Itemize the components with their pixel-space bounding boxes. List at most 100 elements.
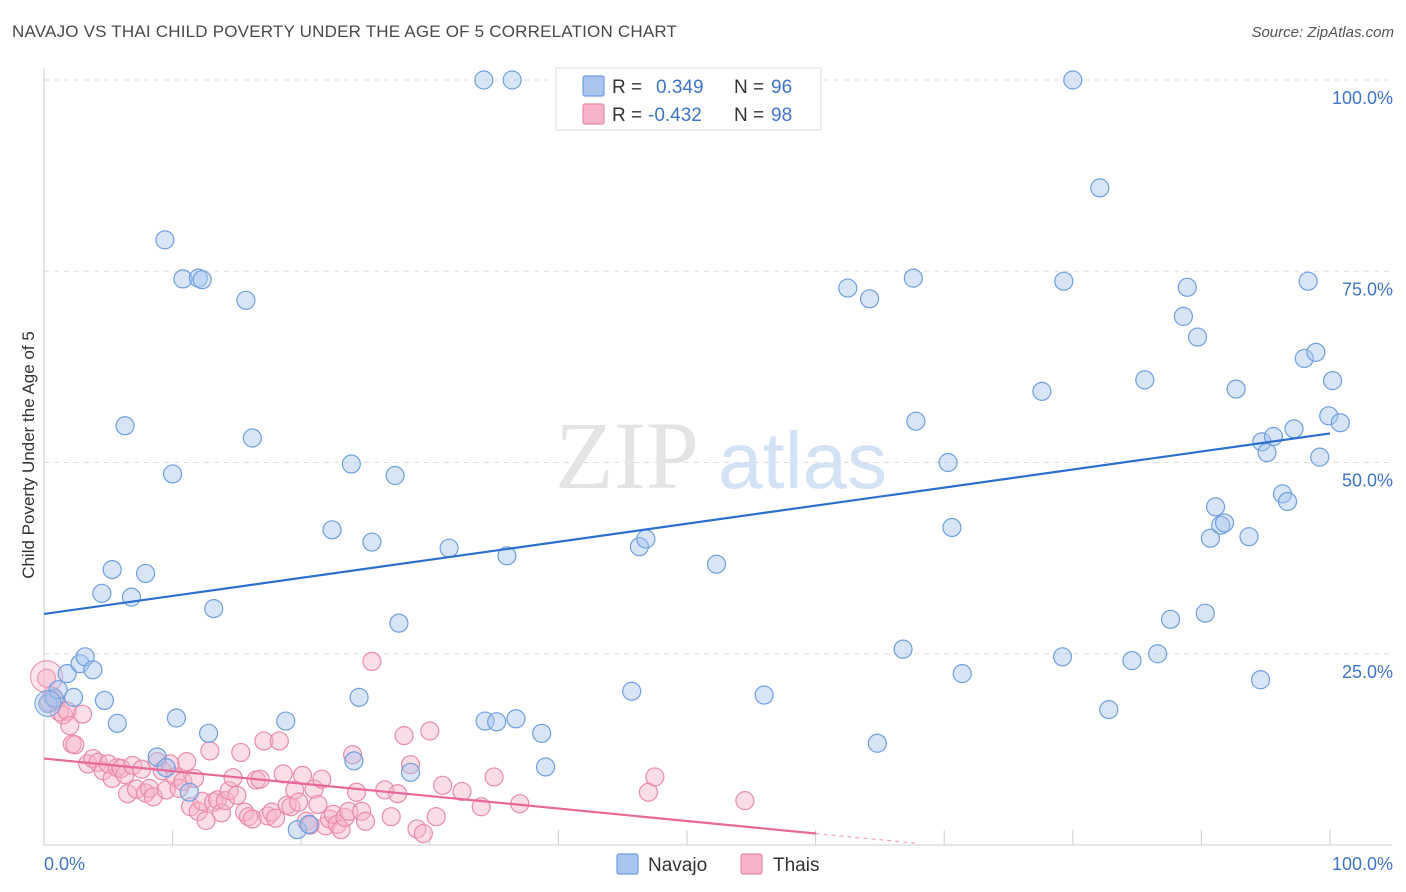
thais-point [60,716,80,736]
thais-point [254,731,274,751]
bottom-thais-swatch [740,853,763,875]
thais-point [413,823,433,844]
navajo-point [1294,348,1314,369]
thais-swatch [582,103,605,125]
bottom-legend-thais: Thais [773,855,819,876]
thais-point [215,791,235,811]
navajo-point [242,428,262,448]
navajo-point [1257,442,1277,463]
navajo-point [34,689,62,717]
navajo-point [1122,651,1142,671]
navajo-point [1090,178,1110,198]
navajo-point [236,290,256,310]
thais-point [645,767,665,787]
series-legend: Navajo Thais [616,853,819,876]
navajo-point [400,762,421,782]
navajo-point [629,537,650,557]
navajo-point [276,711,296,731]
thais-point [420,721,440,741]
navajo-point [287,820,307,840]
thais-point [196,810,216,831]
thais-point [289,792,309,812]
thais-points [30,651,755,844]
thais-trend-line [43,757,816,835]
navajo-point [83,660,103,680]
navajo-point [487,712,507,732]
legend-thais-n-value: 98 [771,105,792,126]
navajo-point [1148,644,1168,664]
legend-navajo-r-label: R = [612,77,642,98]
thais-point [452,781,472,802]
thais-point [312,769,332,789]
navajo-point [1052,647,1073,667]
navajo-point [1319,406,1339,426]
watermark-zip: ZIP [555,402,699,509]
x-tick-label: 0.0% [44,854,85,874]
navajo-point [1099,699,1119,720]
navajo-point [1200,528,1221,548]
thais-point [394,726,414,746]
navajo-point [94,690,115,711]
thais-point [308,794,328,815]
navajo-point [385,465,405,486]
source-label: Source: ZipAtlas.com [1251,24,1394,41]
thais-point [65,735,85,755]
navajo-point [1195,603,1215,623]
navajo-point [938,452,958,473]
navajo-point [1135,370,1155,390]
navajo-point [163,464,183,484]
thais-point [211,803,232,823]
navajo-point [107,713,127,733]
navajo-point [1239,527,1259,547]
thais-point [433,775,453,795]
y-axis-label: Child Poverty Under the Age of 5 [19,331,38,579]
navajo-point [1250,670,1271,690]
legend-navajo-n-label: N = [734,77,764,98]
gridlines [44,79,1392,655]
navajo-point [63,687,84,707]
thais-point [352,801,372,821]
navajo-point [903,268,923,288]
legend-thais-r-label: R = [612,105,642,126]
navajo-point [322,520,342,540]
navajo-point [199,723,219,743]
legend-thais-r-value: -0.432 [648,105,702,126]
navajo-point [636,529,656,549]
navajo-point [1322,371,1343,391]
bottom-navajo-swatch [616,853,639,875]
navajo-point [1277,491,1298,512]
thais-point [362,651,382,672]
navajo-point [1173,306,1193,326]
thais-point [200,741,220,761]
thais-point [72,704,93,724]
navajo-point [156,758,176,778]
thais-trend-extension [815,832,919,845]
navajo-point [115,416,135,436]
watermark-atlas: atlas [718,416,887,505]
navajo-point [439,538,459,558]
navajo-point [942,517,962,538]
navajo-point [532,723,552,743]
navajo-point [1310,447,1330,467]
navajo-point [1187,327,1208,347]
navajo-point [389,613,409,633]
navajo-point [497,546,517,566]
navajo-point [155,230,175,250]
navajo-point [893,639,913,659]
navajo-point [1205,497,1226,517]
navajo-point [1330,413,1350,433]
navajo-point [344,751,364,771]
navajo-trend-line [43,432,1331,616]
navajo-point [38,693,58,714]
thais-point [258,806,278,826]
navajo-point [349,687,369,707]
thais-point [231,742,251,763]
navajo-point [135,563,156,584]
navajo-point [502,70,522,90]
thais-point [300,815,320,835]
navajo-point [341,454,361,474]
navajo-point [192,270,212,290]
navajo-point [1032,381,1052,401]
navajo-point [622,681,642,701]
navajo-point [860,289,880,309]
